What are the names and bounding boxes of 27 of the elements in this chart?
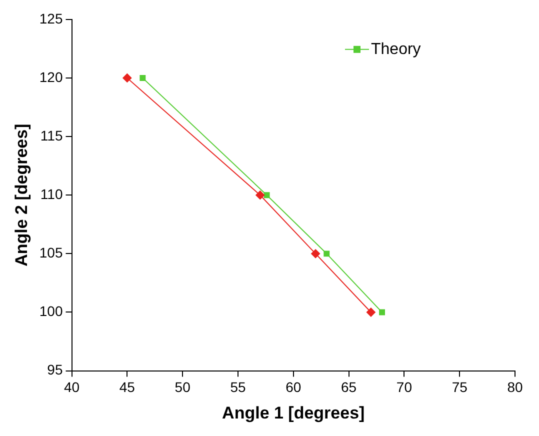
y-tick-label: 105 (39, 244, 63, 261)
point (324, 250, 330, 257)
x-tick-label: 55 (230, 379, 246, 396)
point (311, 249, 320, 258)
y-tick-label: 110 (40, 186, 63, 202)
x-tick-label: 50 (174, 379, 191, 396)
y-tick-label: 120 (39, 68, 63, 85)
point (379, 309, 386, 316)
x-tick-label: 70 (396, 379, 412, 396)
y-tick-label: 125 (39, 10, 63, 26)
point (366, 308, 376, 317)
legend-label: Theory (371, 40, 421, 58)
point (256, 190, 265, 200)
x-tick-label: 40 (64, 379, 80, 396)
x-tick-label: 75 (452, 379, 468, 396)
x-tick-label: 60 (286, 379, 302, 396)
y-tick-label: 115 (40, 127, 63, 144)
x-tick-label: 80 (507, 379, 523, 396)
x-axis-title: Angle 1 [degrees] (222, 403, 365, 422)
y-tick-label: 95 (47, 362, 63, 378)
x-tick-label: 65 (340, 379, 357, 396)
y-tick-label: 100 (39, 303, 63, 320)
point (140, 74, 146, 81)
point (122, 73, 132, 82)
y-axis-title: Angle 2 [degrees] (12, 124, 31, 266)
point (264, 192, 270, 198)
x-tick-label: 45 (119, 379, 136, 396)
